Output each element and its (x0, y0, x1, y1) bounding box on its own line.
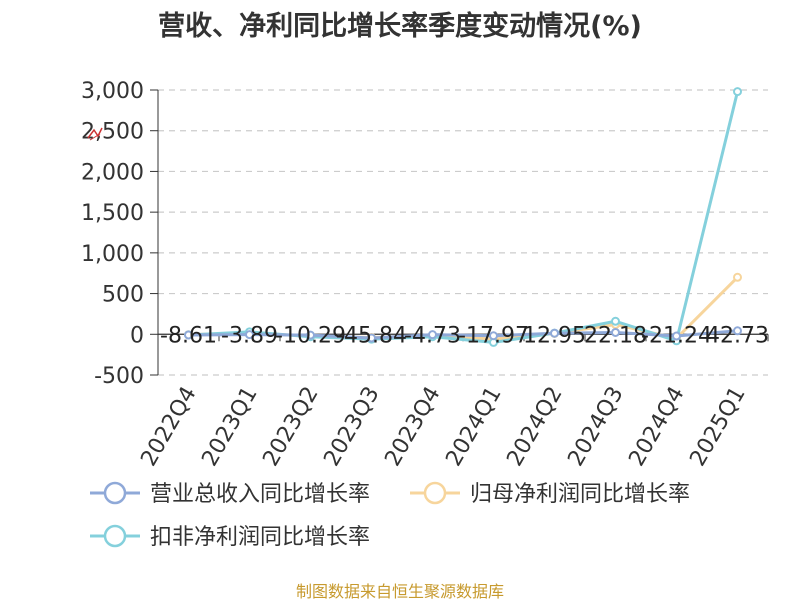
data-label: -4.73 (404, 323, 461, 348)
series-0-point (184, 330, 193, 340)
series-line-2 (188, 91, 739, 344)
series-0-point (245, 330, 254, 340)
watermark-icon (87, 127, 103, 141)
source-note: 制图数据来自恒生聚源数据库 (295, 582, 504, 601)
data-label: 42.73 (706, 323, 769, 348)
data-label: 12.95 (523, 323, 586, 348)
series-0-point (550, 328, 559, 338)
y-tick-label: 3,000 (81, 79, 144, 104)
x-tick-label: 2023Q1 (197, 383, 262, 471)
series-0-point (733, 326, 742, 336)
x-tick-label: 2024Q1 (441, 383, 506, 471)
x-tick-label: 2024Q2 (502, 383, 567, 471)
x-tick-label: 2022Q4 (136, 383, 201, 471)
y-tick-label: 1,500 (81, 201, 144, 226)
y-tick-label: 500 (102, 283, 144, 308)
legend-label: 归母净利润同比增长率 (470, 482, 690, 507)
data-label: -17.97 (458, 323, 529, 348)
data-label: -8.61 (160, 323, 217, 348)
legend-marker-icon (103, 524, 127, 548)
legend-marker-icon (103, 481, 127, 505)
legend-item-2[interactable]: 扣非净利润同比增长率 (90, 524, 370, 550)
y-tick-label: 2,500 (81, 120, 144, 145)
series-0-point (489, 331, 498, 341)
y-tick-label: 2,000 (81, 160, 144, 185)
legend-item-1[interactable]: 归母净利润同比增长率 (410, 481, 690, 507)
x-tick-label: 2024Q3 (563, 383, 628, 471)
series-0-point (306, 330, 315, 340)
y-tick-label: 0 (130, 323, 144, 348)
x-tick-label: 2023Q4 (380, 383, 445, 471)
series-2-point (611, 316, 620, 326)
series-0-point (367, 333, 376, 343)
legend-marker-icon (423, 481, 447, 505)
data-label: 22.18 (584, 323, 647, 348)
series-0-point (672, 331, 681, 341)
chart-title: 营收、净利同比增长率季度变动情况(%) (158, 11, 642, 42)
data-label: -21.24 (641, 323, 712, 348)
x-tick-label: 2024Q4 (624, 383, 689, 471)
y-tick-label: -500 (94, 364, 144, 389)
series-line-0 (188, 329, 738, 340)
data-label: -10.29 (275, 323, 346, 348)
data-label: -45.84 (336, 323, 407, 348)
y-tick-label: 1,000 (81, 242, 144, 267)
x-tick-label: 2025Q1 (685, 383, 750, 471)
series-2-point (733, 87, 742, 97)
series-0-point (428, 330, 437, 340)
legend-label: 营业总收入同比增长率 (150, 482, 370, 507)
legend-label: 扣非净利润同比增长率 (150, 525, 370, 550)
x-tick-label: 2023Q2 (258, 383, 323, 471)
legend-item-0[interactable]: 营业总收入同比增长率 (90, 481, 370, 507)
data-label: -3.89 (221, 323, 278, 348)
x-tick-label: 2023Q3 (319, 383, 384, 471)
series-1-point (733, 272, 742, 282)
series-0-point (611, 327, 620, 337)
